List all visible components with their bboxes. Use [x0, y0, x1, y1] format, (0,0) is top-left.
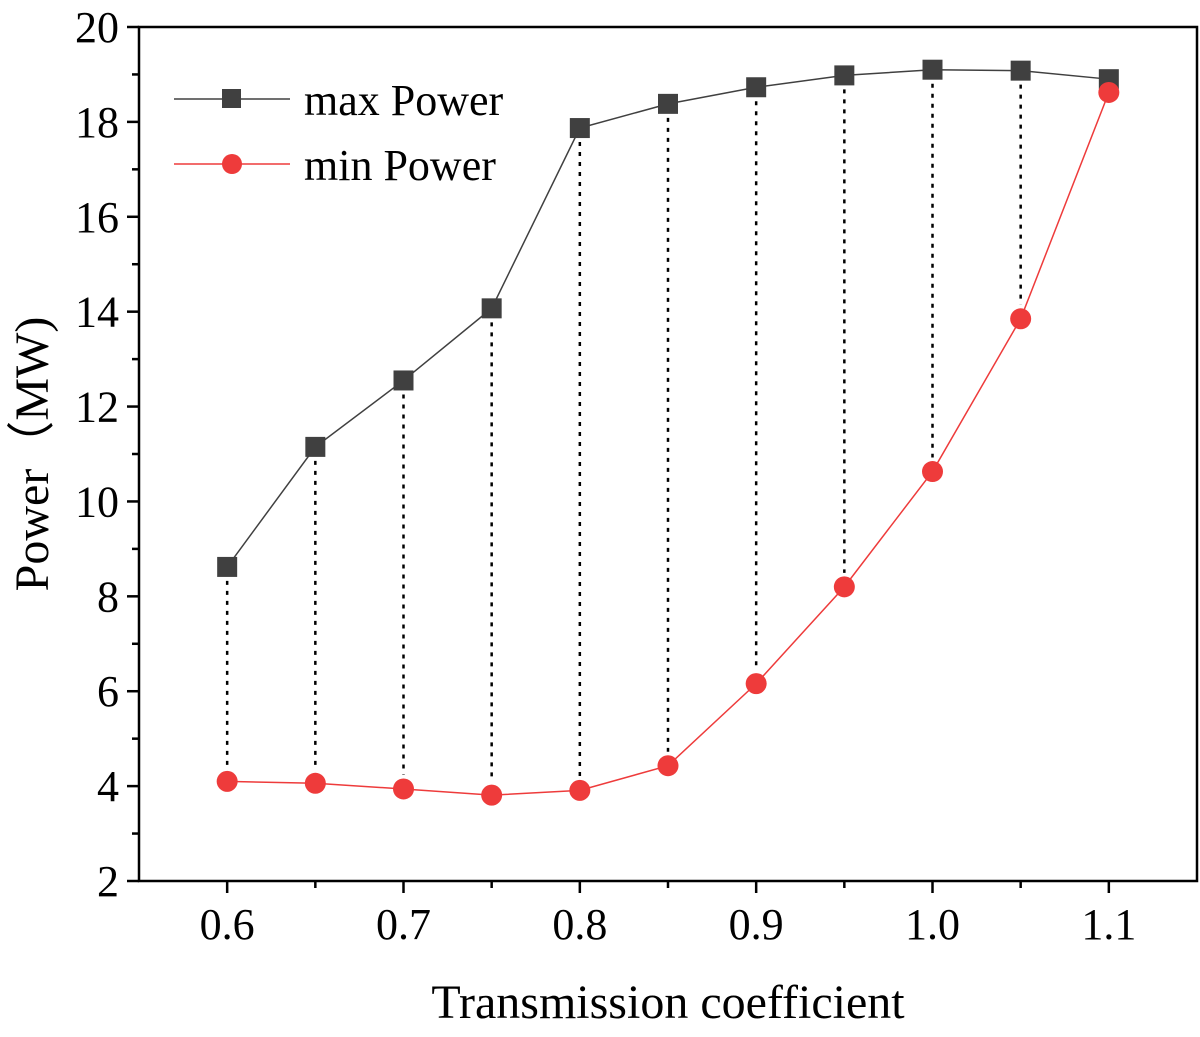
data-point-max-power	[746, 77, 767, 98]
data-point-max-power	[305, 436, 326, 457]
x-axis-ticks: 0.6 0.7 0.8 0.9 1.0 1.1	[200, 881, 1136, 949]
data-point-max-power	[834, 65, 855, 86]
y-tick-label: 2	[97, 857, 119, 906]
data-point-min-power	[216, 770, 238, 792]
y-tick-label: 6	[97, 667, 119, 716]
data-point-max-power	[569, 118, 590, 139]
y-tick-label: 14	[75, 288, 119, 337]
x-tick-label: 0.8	[552, 900, 607, 949]
x-tick-label: 0.7	[376, 900, 431, 949]
y-tick-label: 20	[75, 3, 119, 52]
data-point-min-power	[1098, 81, 1120, 103]
data-point-min-power	[393, 778, 414, 800]
legend-label-max-power: max Power	[304, 76, 504, 125]
data-point-min-power	[304, 772, 326, 794]
x-tick-label: 1.0	[905, 900, 960, 949]
x-tick-label: 0.9	[729, 900, 784, 949]
data-point-max-power	[658, 93, 678, 114]
y-tick-label: 12	[75, 383, 119, 432]
series-markers	[216, 59, 1120, 806]
x-tick-label: 0.6	[200, 900, 255, 949]
data-point-max-power	[217, 556, 238, 577]
data-point-min-power	[1010, 308, 1032, 330]
y-tick-label: 16	[75, 193, 119, 242]
data-point-max-power	[393, 370, 414, 391]
data-point-min-power	[569, 779, 591, 801]
legend-label-min-power: min Power	[304, 141, 496, 190]
y-axis-title: Power（MW)	[6, 317, 59, 592]
data-point-max-power	[481, 298, 502, 319]
data-point-max-power	[1010, 60, 1031, 81]
data-point-min-power	[481, 784, 503, 806]
x-tick-label: 1.1	[1081, 900, 1136, 949]
data-point-min-power	[922, 461, 943, 483]
y-axis-ticks: 2 4 6 8 10 12 14 16 18 20	[75, 3, 139, 906]
x-axis-title: Transmission coefficient	[431, 976, 905, 1029]
y-tick-label: 8	[97, 572, 119, 621]
data-point-min-power	[745, 673, 767, 695]
y-tick-label: 4	[97, 762, 119, 811]
legend-marker-min-power	[222, 154, 242, 174]
data-point-max-power	[922, 59, 943, 80]
legend-marker-max-power	[222, 89, 241, 108]
legend: max Power min Power	[174, 76, 504, 190]
y-tick-label: 10	[75, 477, 119, 526]
data-point-min-power	[833, 576, 855, 598]
y-tick-label: 18	[75, 98, 119, 147]
data-point-min-power	[657, 755, 679, 777]
plot-frame	[137, 25, 1199, 883]
